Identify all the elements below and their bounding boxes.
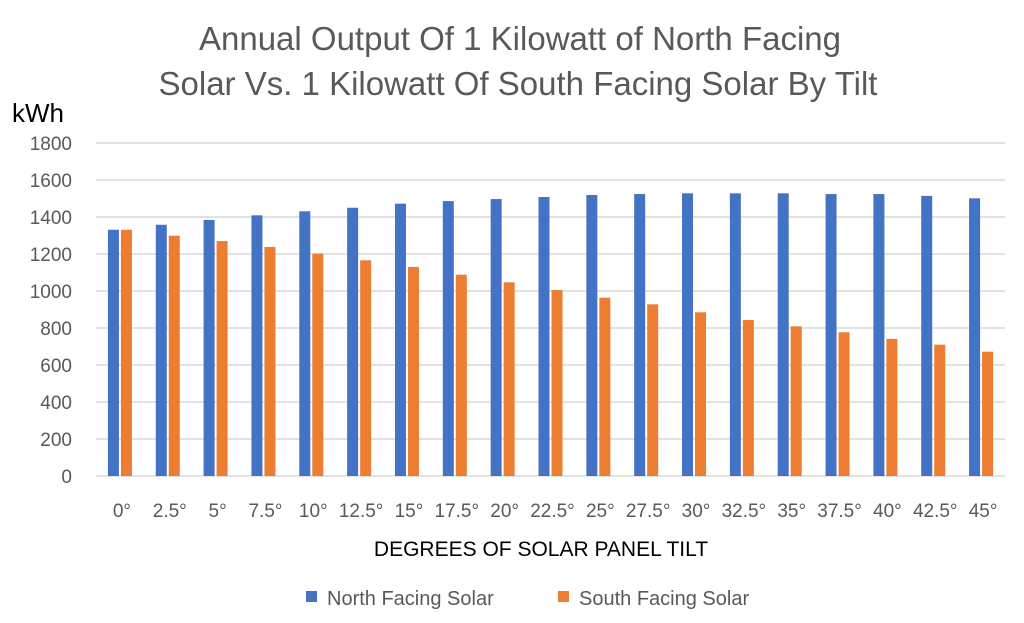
x-tick-label: 12.5° [339,501,384,522]
y-tick-label: 1800 [30,134,72,155]
legend-swatch-north [306,591,317,602]
x-tick-label: 30° [682,501,711,522]
x-tick-label: 40° [873,501,902,522]
bar-south [790,326,802,476]
bar-north [538,197,550,476]
bar-north [921,195,933,476]
bar-south [264,246,276,476]
chart-title-line-1: Annual Output Of 1 Kilowatt of North Fac… [199,20,841,57]
x-tick-label: 15° [395,501,424,522]
y-tick-label: 1400 [30,208,72,229]
bar-north [969,198,981,476]
bar-south [647,304,659,476]
legend-label-south: South Facing Solar [579,588,749,610]
bar-north [490,199,502,476]
bar-north [251,215,263,476]
bar-north [394,203,406,476]
y-tick-label: 1600 [30,171,72,192]
bar-south [503,282,515,476]
x-tick-label: 7.5° [248,501,282,522]
bar-south [599,297,611,476]
bar-south [886,338,898,476]
x-tick-label: 42.5° [913,501,958,522]
bar-south [742,320,754,476]
bar-south [982,351,994,476]
bar-south [168,235,180,476]
bar-north [873,194,885,476]
bar-north [634,194,646,476]
x-tick-label: 20° [490,501,519,522]
x-tick-label: 35° [777,501,806,522]
legend-label-north: North Facing Solar [327,588,494,610]
bar-north [203,219,215,476]
x-tick-label: 17.5° [435,501,480,522]
legend-swatch-south [558,591,569,602]
bar-south [407,266,419,476]
bar-south [455,274,467,476]
chart-title-line-2: Solar Vs. 1 Kilowatt Of South Facing Sol… [159,65,878,102]
y-tick-label: 400 [40,393,72,414]
x-tick-label: 25° [586,501,615,522]
y-tick-label: 0 [61,467,72,488]
y-tick-label: 800 [40,319,72,340]
x-tick-label: 45° [969,501,998,522]
bar-north [107,229,119,476]
bar-south [838,332,850,476]
bar-north [729,193,741,476]
x-tick-label: 5° [209,501,227,522]
bar-north [347,207,359,476]
bar-south [312,253,324,476]
x-tick-label: 0° [113,501,131,522]
y-tick-label: 600 [40,356,72,377]
bar-north [682,193,694,476]
x-axis-title: DEGREES OF SOLAR PANEL TILT [374,538,708,561]
bar-south [695,312,707,476]
bar-south [934,344,946,476]
bar-south [360,260,372,476]
bar-south [216,241,228,476]
y-tick-label: 1000 [30,282,72,303]
x-tick-label: 10° [299,501,328,522]
x-tick-label: 32.5° [722,501,767,522]
bar-north [155,224,167,476]
y-tick-label: 200 [40,430,72,451]
bar-north [442,201,454,476]
bar-south [120,229,132,476]
y-tick-label: 1200 [30,245,72,266]
legend: North Facing Solar South Facing Solar [306,588,749,610]
bar-north [299,211,311,476]
y-axis-unit-label: kWh [12,98,64,128]
bar-north [777,193,789,476]
bar-north [586,194,598,477]
x-tick-label: 37.5° [817,501,862,522]
bar-north [825,194,837,476]
bar-south [551,290,563,476]
x-tick-label: 22.5° [530,501,575,522]
x-tick-label: 2.5° [153,501,187,522]
x-tick-label: 27.5° [626,501,671,522]
